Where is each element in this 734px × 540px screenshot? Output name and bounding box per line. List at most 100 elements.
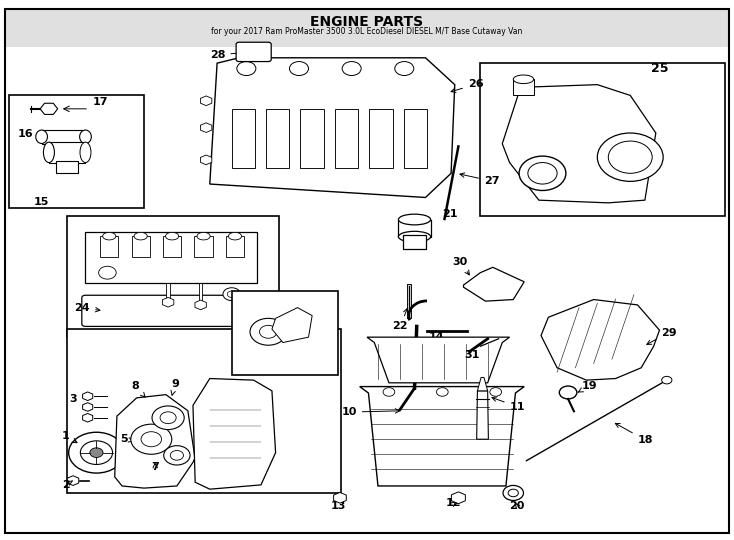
Text: 19: 19 xyxy=(578,381,597,392)
Ellipse shape xyxy=(228,232,241,240)
Ellipse shape xyxy=(79,130,91,144)
Ellipse shape xyxy=(166,232,178,240)
Bar xyxy=(199,284,203,302)
Text: 13: 13 xyxy=(330,498,346,511)
Bar xyxy=(335,109,358,168)
Text: 4: 4 xyxy=(316,362,324,373)
Bar xyxy=(480,63,725,217)
Circle shape xyxy=(260,325,277,338)
Polygon shape xyxy=(272,308,312,342)
Bar xyxy=(57,161,78,173)
Circle shape xyxy=(98,266,116,279)
Text: 10: 10 xyxy=(341,407,400,417)
Text: 27: 27 xyxy=(460,173,500,186)
Circle shape xyxy=(289,62,308,76)
Bar xyxy=(166,284,170,300)
Bar xyxy=(9,96,144,208)
Bar xyxy=(68,329,341,493)
Text: 8: 8 xyxy=(131,381,145,397)
Bar xyxy=(403,235,426,248)
Text: 18: 18 xyxy=(615,423,653,445)
Polygon shape xyxy=(360,387,524,486)
Text: 30: 30 xyxy=(453,256,469,275)
Text: for your 2017 Ram ProMaster 3500 3.0L EcoDiesel DIESEL M/T Base Cutaway Van: for your 2017 Ram ProMaster 3500 3.0L Ec… xyxy=(211,27,523,36)
Circle shape xyxy=(90,448,103,457)
Polygon shape xyxy=(541,300,659,380)
Text: 14: 14 xyxy=(419,332,445,348)
Ellipse shape xyxy=(134,232,148,240)
Circle shape xyxy=(608,141,653,173)
FancyBboxPatch shape xyxy=(236,42,271,62)
Circle shape xyxy=(152,406,184,429)
Polygon shape xyxy=(210,58,455,198)
Text: 6: 6 xyxy=(194,459,218,471)
Text: 9: 9 xyxy=(171,379,179,395)
Text: 7: 7 xyxy=(151,462,159,472)
Ellipse shape xyxy=(513,75,534,84)
Circle shape xyxy=(223,288,241,301)
Bar xyxy=(399,219,431,237)
Polygon shape xyxy=(367,337,509,383)
Circle shape xyxy=(250,319,286,345)
Text: 20: 20 xyxy=(509,501,525,511)
Circle shape xyxy=(131,424,172,454)
Bar xyxy=(68,217,279,337)
Polygon shape xyxy=(115,395,195,488)
Bar xyxy=(85,232,258,284)
Text: 12: 12 xyxy=(446,498,462,508)
Circle shape xyxy=(503,485,523,501)
Bar xyxy=(232,109,255,168)
Ellipse shape xyxy=(43,142,54,163)
Text: 3: 3 xyxy=(70,394,77,403)
Text: 11: 11 xyxy=(492,397,525,411)
Text: 15: 15 xyxy=(34,197,49,207)
Text: 17: 17 xyxy=(92,97,109,106)
Text: 26: 26 xyxy=(451,79,484,92)
Ellipse shape xyxy=(399,214,431,225)
Circle shape xyxy=(395,62,414,76)
Text: 5: 5 xyxy=(120,434,134,444)
Bar xyxy=(163,236,181,256)
Circle shape xyxy=(141,431,161,447)
Bar xyxy=(232,292,338,375)
Circle shape xyxy=(160,412,176,424)
Polygon shape xyxy=(477,377,487,391)
Circle shape xyxy=(164,446,190,465)
Text: 1: 1 xyxy=(62,431,77,443)
Text: 2: 2 xyxy=(62,480,73,490)
Circle shape xyxy=(383,388,395,396)
Polygon shape xyxy=(193,379,275,489)
Bar xyxy=(100,236,118,256)
Text: 28: 28 xyxy=(210,50,250,60)
Circle shape xyxy=(437,388,448,396)
Bar xyxy=(226,236,244,256)
Text: ENGINE PARTS: ENGINE PARTS xyxy=(310,15,424,29)
Polygon shape xyxy=(464,267,524,301)
Circle shape xyxy=(80,441,112,464)
Bar xyxy=(195,236,213,256)
Circle shape xyxy=(228,291,236,298)
Bar xyxy=(513,79,534,96)
Circle shape xyxy=(490,388,501,396)
Bar xyxy=(42,130,85,144)
Circle shape xyxy=(528,163,557,184)
Ellipse shape xyxy=(399,231,431,242)
Bar xyxy=(131,236,150,256)
Text: 31: 31 xyxy=(464,349,479,360)
Bar xyxy=(49,142,85,163)
Circle shape xyxy=(342,62,361,76)
Text: 16: 16 xyxy=(18,129,33,139)
Bar xyxy=(5,9,729,47)
Bar xyxy=(369,109,393,168)
Circle shape xyxy=(661,376,672,384)
Text: 23: 23 xyxy=(197,238,213,248)
Circle shape xyxy=(597,133,663,181)
Polygon shape xyxy=(476,391,488,439)
Ellipse shape xyxy=(197,232,210,240)
Polygon shape xyxy=(502,85,656,203)
Ellipse shape xyxy=(36,130,48,144)
Bar xyxy=(266,109,289,168)
Circle shape xyxy=(559,386,577,399)
Circle shape xyxy=(69,432,124,473)
Text: 21: 21 xyxy=(443,210,458,219)
